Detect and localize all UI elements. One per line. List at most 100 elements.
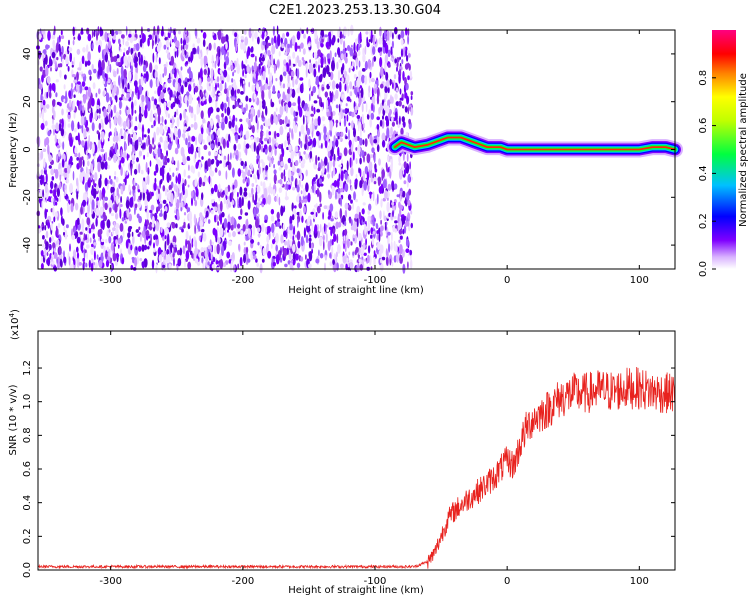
noise-cell xyxy=(244,29,247,35)
noise-cell xyxy=(377,241,381,251)
noise-cell xyxy=(356,217,359,228)
noise-cell xyxy=(383,29,387,40)
noise-cell xyxy=(353,237,355,242)
noise-cell xyxy=(409,70,413,79)
noise-cell xyxy=(270,53,274,65)
noise-cell xyxy=(76,257,80,269)
noise-cell xyxy=(232,128,236,135)
noise-cell xyxy=(250,165,254,172)
noise-cell xyxy=(331,246,334,255)
noise-cell xyxy=(77,67,82,71)
noise-cell xyxy=(256,185,261,194)
noise-cell xyxy=(386,30,390,41)
noise-cell xyxy=(246,186,249,190)
noise-cell xyxy=(343,235,346,241)
noise-cell xyxy=(297,95,301,106)
noise-cell xyxy=(329,155,333,162)
noise-cell xyxy=(358,103,361,108)
noise-cell xyxy=(45,65,49,77)
noise-cell xyxy=(53,252,58,259)
noise-cell xyxy=(113,153,117,163)
noise-cell xyxy=(365,238,367,246)
noise-cell xyxy=(239,186,243,196)
noise-cell xyxy=(241,196,244,207)
noise-cell xyxy=(182,188,185,196)
noise-cell xyxy=(226,251,231,259)
noise-cell xyxy=(212,256,216,263)
noise-cell xyxy=(155,34,157,45)
noise-cell xyxy=(64,50,68,55)
noise-cell xyxy=(367,210,371,215)
noise-cell xyxy=(144,198,148,207)
noise-cell xyxy=(157,206,161,212)
noise-cell xyxy=(187,207,191,213)
noise-cell xyxy=(85,233,87,240)
noise-cell xyxy=(98,155,101,160)
noise-cell xyxy=(229,264,233,272)
noise-cell xyxy=(291,88,296,98)
noise-cell xyxy=(264,31,267,39)
noise-cell xyxy=(186,30,189,38)
noise-cell xyxy=(53,168,56,174)
noise-cell xyxy=(177,175,181,185)
noise-cell xyxy=(351,51,354,55)
noise-cell xyxy=(296,211,300,216)
noise-cell xyxy=(391,121,395,127)
noise-cell xyxy=(146,219,149,226)
noise-cell xyxy=(330,111,333,119)
noise-cell xyxy=(203,144,208,150)
noise-cell xyxy=(364,138,368,147)
noise-cell xyxy=(330,228,333,237)
noise-cell xyxy=(107,137,110,142)
noise-cell xyxy=(370,215,373,221)
noise-cell xyxy=(269,72,273,82)
noise-cell xyxy=(326,136,329,142)
noise-cell xyxy=(337,47,341,56)
noise-cell xyxy=(95,92,98,98)
snr-x-axis-label: Height of straight line (km) xyxy=(288,585,424,596)
noise-cell xyxy=(255,115,258,124)
noise-cell xyxy=(122,151,127,159)
noise-cell xyxy=(101,122,104,130)
noise-cell xyxy=(272,262,276,267)
noise-cell xyxy=(127,55,132,63)
noise-cell xyxy=(305,169,308,177)
noise-cell xyxy=(359,180,363,189)
noise-cell xyxy=(206,135,211,143)
noise-cell xyxy=(82,94,87,104)
noise-cell xyxy=(110,52,113,63)
noise-cell xyxy=(112,70,117,78)
noise-cell xyxy=(138,136,142,142)
noise-cell xyxy=(346,96,351,102)
noise-cell xyxy=(327,173,331,179)
noise-cell xyxy=(69,243,71,252)
noise-cell xyxy=(158,193,161,202)
noise-cell xyxy=(370,29,373,39)
noise-cell xyxy=(300,42,304,49)
noise-cell xyxy=(408,53,411,58)
noise-cell xyxy=(135,229,139,233)
noise-cell xyxy=(357,232,362,241)
noise-cell xyxy=(282,83,286,89)
noise-cell xyxy=(368,168,373,178)
noise-cell xyxy=(96,30,98,41)
noise-cell xyxy=(271,155,274,165)
noise-cell xyxy=(323,133,327,142)
noise-cell xyxy=(369,118,373,128)
snr-y-scale-text: (x10 xyxy=(10,317,21,340)
noise-cell xyxy=(359,31,362,43)
noise-cell xyxy=(256,83,260,92)
noise-cell xyxy=(52,39,56,47)
noise-cell xyxy=(248,224,253,230)
noise-cell xyxy=(251,84,256,92)
noise-cell xyxy=(59,254,63,259)
noise-cell xyxy=(226,96,229,102)
noise-cell xyxy=(69,137,73,148)
noise-cell xyxy=(223,88,228,94)
noise-cell xyxy=(214,167,218,173)
noise-cell xyxy=(340,187,344,193)
noise-cell xyxy=(361,247,364,257)
noise-cell xyxy=(340,101,342,107)
noise-cell xyxy=(375,126,377,130)
noise-cell xyxy=(273,196,277,202)
